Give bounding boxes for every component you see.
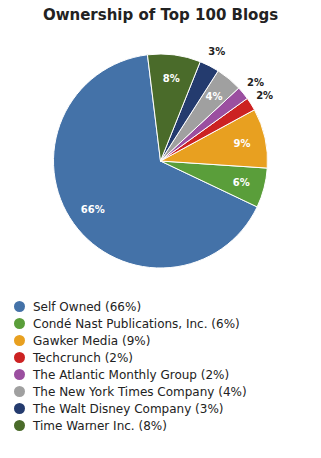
- html-text:Self Owned (66%): Self Owned (66%): [33, 299, 142, 314]
- html-text:Ownership of Top 100 Blogs: Ownership of Top 100 Blogs: [42, 6, 279, 24]
- html-text:Time Warner Inc. (8%): Time Warner Inc. (8%): [33, 418, 167, 433]
- html-text:Condé Nast Publications, Inc.: Condé Nast Publications, Inc. (6%): [33, 316, 240, 331]
- svg-text:3%: 3%: [208, 46, 225, 57]
- html-text:Gawker Media (9%): Gawker Media (9%): [33, 333, 151, 348]
- svg-text:4%: 4%: [205, 91, 222, 102]
- svg-text:9%: 9%: [234, 138, 251, 149]
- html-text:The New York Times Company (4%: The New York Times Company (4%): [33, 384, 247, 399]
- svg-text:8%: 8%: [163, 73, 180, 84]
- svg-text:2%: 2%: [256, 90, 273, 101]
- svg-text:6%: 6%: [233, 177, 250, 188]
- html-text:Techcrunch (2%): Techcrunch (2%): [33, 350, 133, 365]
- svg-text:66%: 66%: [81, 204, 105, 215]
- html-text:The Atlantic Monthly Group (2%: The Atlantic Monthly Group (2%): [33, 367, 230, 382]
- html-text:The Walt Disney Company (3%): The Walt Disney Company (3%): [33, 401, 224, 416]
- svg-text:2%: 2%: [247, 77, 264, 88]
